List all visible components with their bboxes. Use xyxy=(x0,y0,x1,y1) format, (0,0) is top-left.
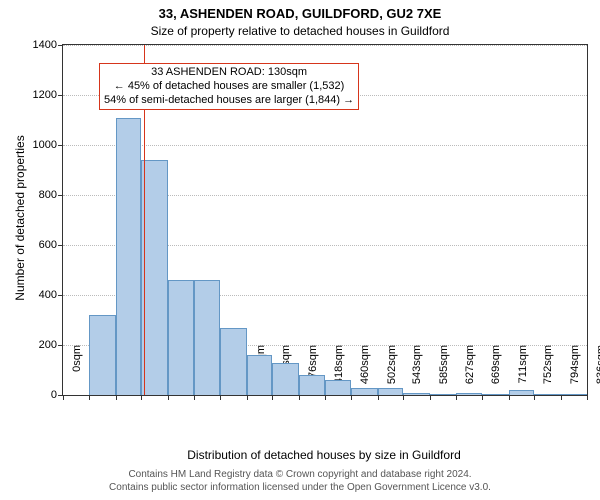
histogram-bar xyxy=(456,393,482,396)
annotation-line: 33 ASHENDEN ROAD: 130sqm xyxy=(104,66,354,80)
xtick-label: 669sqm xyxy=(486,345,502,395)
ytick-label: 1400 xyxy=(33,39,63,51)
histogram-bar xyxy=(194,280,220,395)
xtick-label: 752sqm xyxy=(538,345,554,395)
ytick-label: 1200 xyxy=(33,89,63,101)
title-sub: Size of property relative to detached ho… xyxy=(0,24,600,38)
ytick-label: 200 xyxy=(39,339,63,351)
xtick-label: 543sqm xyxy=(407,345,423,395)
xtick-mark xyxy=(89,395,90,400)
xtick-mark xyxy=(430,395,431,400)
ytick-label: 0 xyxy=(51,389,63,401)
xtick-mark xyxy=(561,395,562,400)
xtick-label: 711sqm xyxy=(513,345,529,395)
xtick-mark xyxy=(299,395,300,400)
xtick-label: 794sqm xyxy=(565,345,581,395)
annotation-line: ← 45% of detached houses are smaller (1,… xyxy=(104,80,354,94)
title-main: 33, ASHENDEN ROAD, GUILDFORD, GU2 7XE xyxy=(0,6,600,21)
footer: Contains HM Land Registry data © Crown c… xyxy=(0,469,600,494)
histogram-bar xyxy=(509,390,535,395)
xtick-mark xyxy=(534,395,535,400)
histogram-bar xyxy=(325,380,351,395)
xtick-mark xyxy=(194,395,195,400)
histogram-bar xyxy=(247,355,273,395)
xtick-label: 627sqm xyxy=(460,345,476,395)
histogram-bar xyxy=(89,315,115,395)
histogram-bar xyxy=(561,394,587,395)
xtick-mark xyxy=(141,395,142,400)
xtick-mark xyxy=(116,395,117,400)
xtick-mark xyxy=(272,395,273,400)
ytick-label: 400 xyxy=(39,289,63,301)
ytick-label: 800 xyxy=(39,189,63,201)
xtick-mark xyxy=(378,395,379,400)
histogram-bar xyxy=(534,394,560,395)
histogram-bar xyxy=(116,118,142,396)
ytick-label: 600 xyxy=(39,239,63,251)
xtick-mark xyxy=(351,395,352,400)
annotation-line: 54% of semi-detached houses are larger (… xyxy=(104,94,354,108)
histogram-bar xyxy=(272,363,298,396)
xtick-mark xyxy=(63,395,64,400)
ytick-label: 1000 xyxy=(33,139,63,151)
plot-area: 02004006008001000120014000sqm42sqm84sqm1… xyxy=(62,44,588,396)
xtick-mark xyxy=(456,395,457,400)
footer-line-1: Contains HM Land Registry data © Crown c… xyxy=(0,469,600,482)
x-axis-label: Distribution of detached houses by size … xyxy=(62,448,586,462)
histogram-bar xyxy=(299,375,325,395)
histogram-bar xyxy=(430,394,456,395)
y-axis-label: Number of detached properties xyxy=(13,43,27,393)
xtick-label: 585sqm xyxy=(434,345,450,395)
annotation-box: 33 ASHENDEN ROAD: 130sqm← 45% of detache… xyxy=(99,63,359,110)
xtick-mark xyxy=(587,395,588,400)
histogram-bar xyxy=(351,388,377,396)
xtick-mark xyxy=(403,395,404,400)
histogram-bar xyxy=(220,328,246,396)
histogram-bar xyxy=(403,393,429,396)
footer-line-2: Contains public sector information licen… xyxy=(0,482,600,495)
histogram-bar xyxy=(482,394,508,395)
xtick-mark xyxy=(325,395,326,400)
histogram-bar xyxy=(168,280,194,395)
xtick-mark xyxy=(168,395,169,400)
figure: 33, ASHENDEN ROAD, GUILDFORD, GU2 7XE Si… xyxy=(0,0,600,500)
histogram-bar xyxy=(378,388,404,396)
xtick-mark xyxy=(509,395,510,400)
gridline xyxy=(63,145,587,146)
xtick-label: 0sqm xyxy=(67,345,83,395)
xtick-label: 836sqm xyxy=(591,345,600,395)
xtick-mark xyxy=(220,395,221,400)
xtick-mark xyxy=(247,395,248,400)
gridline xyxy=(63,45,587,46)
xtick-mark xyxy=(482,395,483,400)
